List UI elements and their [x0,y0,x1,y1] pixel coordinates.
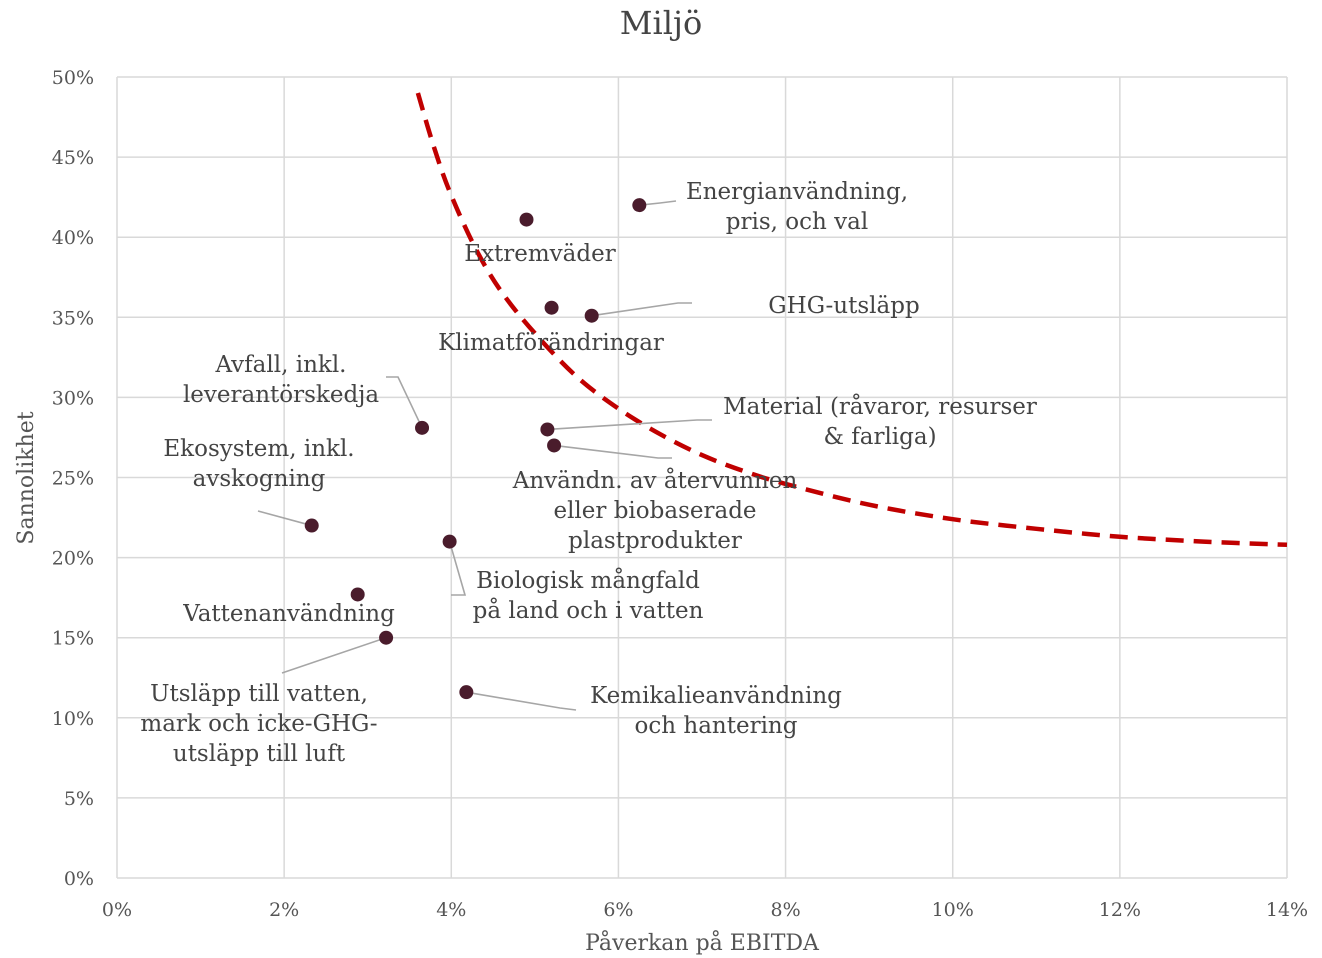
leader-line [257,510,312,527]
y-tick-label: 25% [52,468,94,490]
point-label-line: avskogning [193,466,326,492]
data-points [304,198,647,700]
data-point [632,198,647,213]
point-label-line: Kemikalieanvändning [590,683,842,709]
point-label: Ekosystem, inkl. avskogning [163,436,354,492]
x-tick-label: 0% [102,899,132,921]
point-label-line: utsläpp till luft [173,741,346,767]
x-tick-label: 10% [932,899,974,921]
point-label-line: eller biobaserade [553,498,756,524]
data-point [442,534,457,549]
x-tick-label: 4% [436,899,466,921]
point-label-line: Energianvändning, [686,179,908,205]
x-tick-label: 2% [269,899,299,921]
point-label-line: mark och icke-GHG- [140,711,377,737]
leader-line [466,691,577,711]
point-label-line: GHG-utsläpp [768,293,919,319]
point-label: Energianvändning, pris, och val [686,179,908,235]
point-label-line: och hantering [635,713,798,739]
x-tick-label: 14% [1266,899,1308,921]
point-label-line: Biologisk mångfald [476,567,700,594]
data-point [379,630,394,645]
point-label: Avfall, inkl. leverantörskedja [183,352,379,408]
data-point [547,438,562,453]
point-label: Klimatförändringar [438,330,664,356]
point-label: Biologisk mångfald på land och i vatten [473,567,704,624]
point-label: GHG-utsläpp [768,293,919,319]
y-tick-labels: 0% 5% 10% 15% 20% 25% 30% 35% 40% 45% 50% [52,67,94,890]
leader-lines [257,200,712,711]
leader-line [448,541,467,596]
y-tick-label: 20% [52,548,94,570]
y-tick-label: 40% [52,227,94,249]
point-label: Kemikalieanvändning och hantering [590,683,842,739]
leader-line [547,419,712,431]
y-tick-label: 15% [52,628,94,650]
point-label: Material (råvaror, resurser & farliga) [723,393,1037,450]
point-label-line: Ekosystem, inkl. [163,436,354,462]
data-point [540,422,555,437]
point-label-line: Material (råvaror, resurser [723,393,1037,420]
data-point [415,420,430,435]
y-tick-label: 45% [52,147,94,169]
chart-title: Miljö [620,4,702,42]
point-label-line: pris, och val [726,209,868,235]
y-tick-label: 0% [64,868,94,890]
point-label: Användn. av återvunnen eller biobaserade p… [512,467,798,554]
point-label-line: Användn. av återvunnen [512,467,798,494]
y-tick-label: 5% [64,788,94,810]
x-tick-label: 8% [770,899,800,921]
point-label-line: plastprodukter [568,528,742,554]
data-point [350,587,365,602]
data-point [519,212,534,227]
data-point [544,300,559,315]
y-tick-label: 35% [52,307,94,329]
threshold-curve [415,92,1288,548]
point-label: Extremväder [464,241,615,267]
point-label-line: på land och i vatten [473,597,704,624]
point-label-line: Vattenanvändning [182,601,395,627]
data-point [584,308,599,323]
point-label: Vattenanvändning [182,601,395,627]
data-point [304,518,319,533]
leader-line [281,636,387,674]
grid [116,76,1288,879]
point-label-line: Klimatförändringar [438,330,664,356]
point-label-line: leverantörskedja [183,382,379,408]
x-tick-label: 12% [1099,899,1141,921]
point-label-line: Avfall, inkl. [214,352,346,378]
y-axis-label: Sannolikhet [14,411,39,544]
leader-line [386,376,423,429]
x-tick-labels: 0% 2% 4% 6% 8% 10% 12% 14% [102,899,1308,921]
point-label-line: Utsläpp till vatten, [150,681,368,707]
point-label-line: Extremväder [464,241,615,267]
x-axis-label: Påverkan på EBITDA [585,929,820,956]
point-labels: Energianvändning, pris, och val Extremväde… [140,179,1036,767]
y-tick-label: 10% [52,708,94,730]
point-label: Utsläpp till vatten, mark och icke-GHG-ut… [140,681,377,767]
x-tick-label: 6% [603,899,633,921]
point-label-line: & farliga) [823,424,936,450]
y-tick-label: 30% [52,387,94,409]
y-tick-label: 50% [52,67,94,89]
leader-line [553,444,672,459]
leader-line [591,302,692,317]
data-point [459,685,474,700]
